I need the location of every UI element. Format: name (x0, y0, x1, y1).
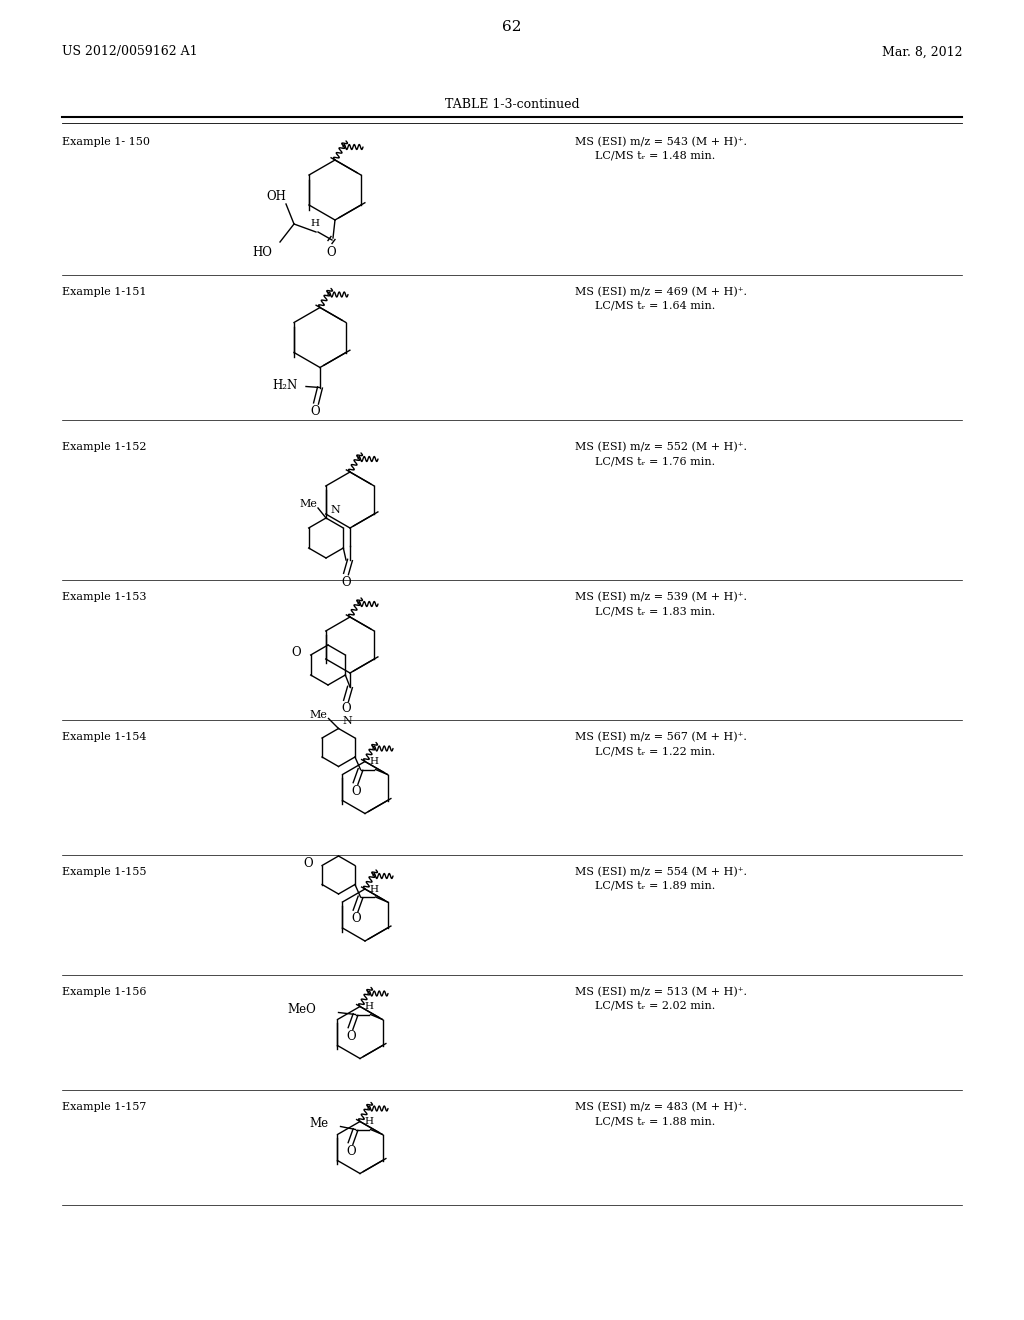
Text: HO: HO (252, 246, 272, 259)
Text: H: H (364, 1117, 373, 1126)
Text: MS (ESI) m/z = 483 (M + H)⁺.: MS (ESI) m/z = 483 (M + H)⁺. (575, 1102, 746, 1113)
Text: Example 1-153: Example 1-153 (62, 591, 146, 602)
Text: US 2012/0059162 A1: US 2012/0059162 A1 (62, 45, 198, 58)
Text: H: H (310, 219, 319, 228)
Text: Example 1- 150: Example 1- 150 (62, 137, 150, 147)
Text: MeO: MeO (288, 1003, 316, 1016)
Text: O: O (347, 1144, 356, 1158)
Text: OH: OH (266, 190, 286, 202)
Text: LC/MS tᵣ = 1.22 min.: LC/MS tᵣ = 1.22 min. (595, 746, 715, 756)
Text: Example 1-151: Example 1-151 (62, 286, 146, 297)
Text: LC/MS tᵣ = 1.64 min.: LC/MS tᵣ = 1.64 min. (595, 301, 715, 312)
Text: MS (ESI) m/z = 469 (M + H)⁺.: MS (ESI) m/z = 469 (M + H)⁺. (575, 286, 746, 297)
Text: LC/MS tᵣ = 1.48 min.: LC/MS tᵣ = 1.48 min. (595, 150, 715, 161)
Text: Me: Me (309, 1117, 329, 1130)
Text: TABLE 1-3-continued: TABLE 1-3-continued (444, 99, 580, 111)
Text: N: N (342, 715, 352, 726)
Text: O: O (351, 912, 361, 925)
Text: O: O (303, 857, 313, 870)
Text: MS (ESI) m/z = 513 (M + H)⁺.: MS (ESI) m/z = 513 (M + H)⁺. (575, 987, 746, 998)
Text: O: O (341, 576, 351, 589)
Text: MS (ESI) m/z = 567 (M + H)⁺.: MS (ESI) m/z = 567 (M + H)⁺. (575, 733, 746, 742)
Text: LC/MS tᵣ = 2.02 min.: LC/MS tᵣ = 2.02 min. (595, 1001, 715, 1011)
Text: MS (ESI) m/z = 543 (M + H)⁺.: MS (ESI) m/z = 543 (M + H)⁺. (575, 137, 746, 148)
Text: O: O (292, 647, 301, 660)
Text: H: H (364, 1002, 373, 1011)
Text: LC/MS tᵣ = 1.76 min.: LC/MS tᵣ = 1.76 min. (595, 455, 715, 466)
Text: Example 1-154: Example 1-154 (62, 733, 146, 742)
Text: 62: 62 (502, 20, 522, 34)
Text: H: H (369, 884, 378, 894)
Text: MS (ESI) m/z = 554 (M + H)⁺.: MS (ESI) m/z = 554 (M + H)⁺. (575, 867, 746, 878)
Text: O: O (341, 702, 351, 715)
Text: Mar. 8, 2012: Mar. 8, 2012 (882, 45, 962, 58)
Text: Example 1-156: Example 1-156 (62, 987, 146, 997)
Text: H₂N: H₂N (272, 379, 298, 392)
Text: Me: Me (309, 710, 328, 719)
Text: Me: Me (299, 499, 317, 510)
Text: LC/MS tᵣ = 1.83 min.: LC/MS tᵣ = 1.83 min. (595, 606, 715, 616)
Text: MS (ESI) m/z = 539 (M + H)⁺.: MS (ESI) m/z = 539 (M + H)⁺. (575, 591, 746, 602)
Text: LC/MS tᵣ = 1.89 min.: LC/MS tᵣ = 1.89 min. (595, 880, 715, 891)
Text: O: O (347, 1030, 356, 1043)
Text: H: H (369, 756, 378, 766)
Text: N: N (330, 506, 340, 515)
Text: MS (ESI) m/z = 552 (M + H)⁺.: MS (ESI) m/z = 552 (M + H)⁺. (575, 442, 746, 453)
Text: Example 1-155: Example 1-155 (62, 867, 146, 876)
Text: O: O (327, 246, 336, 259)
Text: O: O (310, 405, 319, 418)
Text: Example 1-157: Example 1-157 (62, 1102, 146, 1111)
Text: LC/MS tᵣ = 1.88 min.: LC/MS tᵣ = 1.88 min. (595, 1115, 715, 1126)
Text: O: O (351, 785, 361, 799)
Text: Example 1-152: Example 1-152 (62, 442, 146, 451)
